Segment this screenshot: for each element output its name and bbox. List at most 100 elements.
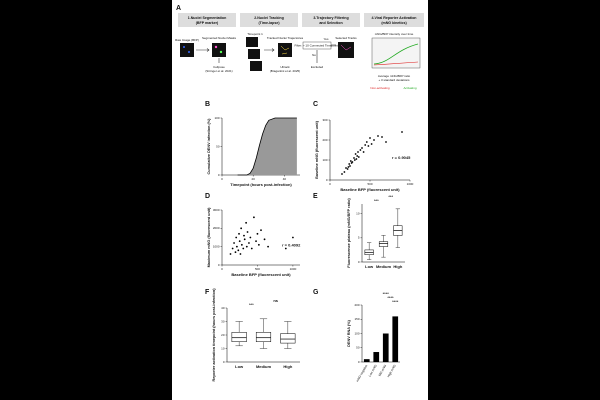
x-tick-label: Low mNG bbox=[368, 363, 378, 377]
significance: **** bbox=[383, 291, 390, 296]
point bbox=[292, 236, 294, 239]
point bbox=[249, 236, 252, 239]
label: Cellpose bbox=[213, 65, 225, 69]
significance: *** bbox=[388, 194, 393, 199]
x-tick-label: Mid mNG bbox=[378, 363, 388, 377]
x-tick-label: 0 bbox=[221, 267, 223, 271]
label: (Stringer et al. 2021) bbox=[205, 69, 232, 73]
point bbox=[237, 249, 240, 252]
point bbox=[235, 245, 238, 248]
label: Tracked Nuclei Trajectories bbox=[267, 36, 304, 40]
significance: *** bbox=[374, 198, 379, 203]
significance: *** bbox=[249, 302, 254, 307]
point bbox=[260, 229, 262, 232]
label: Segmented Nuclei Masks bbox=[202, 36, 237, 40]
x-tick-label: 500 bbox=[255, 267, 260, 271]
x-axis-label: Timepoint (hours post-infection) bbox=[230, 182, 292, 187]
label: No bbox=[312, 53, 316, 57]
y-axis-label: Baseline mNG (fluorescent unit) bbox=[315, 120, 319, 179]
x-tick-label: 0 bbox=[329, 182, 331, 186]
bar bbox=[373, 352, 380, 362]
point bbox=[367, 145, 370, 147]
point bbox=[369, 137, 371, 139]
x-axis-label: Baseline BFP (fluorescent unit) bbox=[231, 272, 291, 277]
point bbox=[245, 245, 248, 248]
point bbox=[365, 141, 368, 143]
mask bbox=[214, 45, 218, 49]
point bbox=[240, 243, 243, 246]
point bbox=[243, 238, 246, 241]
label: Average mNG/BFP ratio bbox=[378, 74, 411, 78]
x-tick-label: 1000 bbox=[407, 182, 414, 186]
nucleus bbox=[183, 46, 185, 48]
x-tick-label: High bbox=[283, 364, 292, 369]
step-subtitle: (BFP marker) bbox=[196, 21, 219, 25]
y-tick-label: 1000 bbox=[213, 244, 220, 248]
point bbox=[267, 245, 269, 248]
point bbox=[401, 131, 403, 133]
point bbox=[357, 151, 359, 153]
x-tick-label: 0 bbox=[221, 177, 223, 181]
x-axis-label: Baseline BFP (fluorescent unit) bbox=[340, 187, 400, 192]
step-title: 1.Nuclei Segmentation bbox=[188, 16, 227, 20]
point bbox=[349, 160, 352, 162]
step-box bbox=[302, 13, 360, 27]
frame bbox=[246, 37, 258, 47]
mask bbox=[219, 50, 223, 54]
arrow bbox=[264, 48, 275, 52]
arrow bbox=[196, 48, 210, 52]
y-tick-label: 10 bbox=[221, 346, 225, 350]
point bbox=[231, 247, 234, 250]
y-tick-label: 200 bbox=[322, 138, 327, 142]
y-tick-label: 0 bbox=[218, 173, 220, 177]
panel-label: D bbox=[205, 193, 210, 200]
point bbox=[361, 147, 363, 149]
step-subtitle: and Selection bbox=[319, 21, 342, 25]
point bbox=[353, 157, 355, 159]
y-axis-label: Reporter activation timepoint (hours pos… bbox=[212, 288, 216, 382]
point bbox=[242, 247, 245, 250]
box bbox=[378, 241, 389, 247]
x-tick-label: 20 bbox=[252, 177, 256, 181]
x-tick-label: Medium bbox=[376, 264, 392, 269]
significance: **** bbox=[387, 295, 394, 300]
y-tick-label: 0 bbox=[326, 178, 328, 182]
filter-box bbox=[302, 41, 332, 50]
annotation: r = 0.9045 bbox=[392, 155, 411, 160]
point bbox=[255, 240, 257, 243]
point bbox=[381, 136, 383, 138]
track bbox=[340, 44, 352, 51]
point bbox=[362, 151, 365, 153]
y-tick-label: 200 bbox=[354, 303, 359, 307]
y-tick-label: 100 bbox=[322, 158, 327, 162]
nucleus bbox=[188, 51, 190, 53]
step-title: 4.Viral Reporter Activation bbox=[372, 16, 417, 20]
y-tick-label: 40 bbox=[221, 306, 225, 310]
y-axis-label: DENV RNA (%) bbox=[347, 319, 351, 346]
step-box bbox=[178, 13, 236, 27]
x-tick-label: 1000 bbox=[290, 267, 297, 271]
label: (Bragantini et al. 2025) bbox=[270, 69, 300, 73]
point bbox=[349, 165, 351, 167]
point bbox=[253, 216, 255, 219]
step-title: 2.Nuclei Tracking bbox=[254, 16, 284, 20]
point bbox=[373, 139, 375, 141]
y-tick-label: 10 bbox=[356, 211, 360, 215]
bar bbox=[392, 316, 399, 362]
y-tick-label: 0 bbox=[358, 260, 360, 264]
label: Filter: > 10 Connected Timepoints bbox=[295, 43, 340, 47]
point bbox=[245, 221, 248, 224]
point bbox=[370, 143, 373, 145]
y-tick-label: 20 bbox=[221, 333, 225, 337]
point bbox=[351, 161, 354, 163]
significance: **** bbox=[392, 299, 399, 304]
x-tick-label: High bbox=[393, 264, 402, 269]
point bbox=[263, 238, 266, 241]
y-tick-label: 100 bbox=[214, 116, 219, 120]
x-tick-label: Low bbox=[365, 264, 374, 269]
area-fill bbox=[237, 118, 297, 175]
y-tick-label: 5 bbox=[358, 236, 360, 240]
box bbox=[255, 332, 272, 342]
point bbox=[256, 232, 259, 235]
